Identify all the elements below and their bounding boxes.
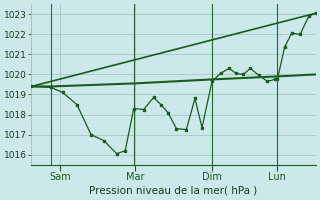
X-axis label: Pression niveau de la mer( hPa ): Pression niveau de la mer( hPa ) (90, 186, 258, 196)
